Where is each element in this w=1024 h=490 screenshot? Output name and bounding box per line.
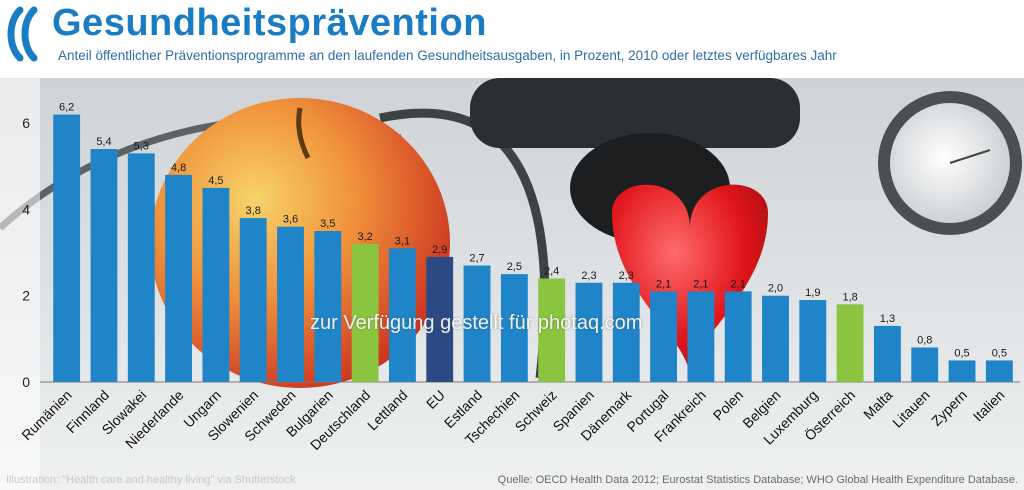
blood-pressure-cuff xyxy=(470,78,800,148)
bar-schweden xyxy=(277,226,304,382)
chart-title: Gesundheitsprävention xyxy=(52,2,487,44)
apple-stem xyxy=(296,107,311,160)
bar-lettland xyxy=(388,248,416,382)
value-labels: 6,2 5,4 5,3 4,8 4,5 3,8 3,6 3,5 3,2 3,1 2,9 2,7 2,5 2… xyxy=(59,102,1007,360)
bar-niederlande xyxy=(165,174,193,382)
value-label: 1,3 xyxy=(880,313,895,325)
bar-litauen xyxy=(911,347,939,382)
y-tick-label: 6 xyxy=(22,115,30,131)
value-label: 0,5 xyxy=(954,347,969,359)
value-label: 3,8 xyxy=(246,205,261,217)
value-label: 2,1 xyxy=(693,278,708,290)
value-label: 2,0 xyxy=(768,283,783,295)
bar-italien xyxy=(985,360,1013,382)
bar-spanien xyxy=(575,282,603,382)
chart-header: Gesundheitsprävention Anteil öffentliche… xyxy=(0,0,1024,78)
value-label: 5,3 xyxy=(134,140,149,152)
oecd-logo-icon xyxy=(7,6,38,62)
value-label: 3,2 xyxy=(357,231,372,243)
chart-subtitle: Anteil öffentlicher Präventionsprogramme… xyxy=(58,48,837,63)
value-label: 2,9 xyxy=(432,244,447,256)
bar-malta xyxy=(873,325,901,382)
bar-rumänien xyxy=(53,114,81,382)
bar-slowakei xyxy=(127,153,155,382)
value-label: 2,3 xyxy=(581,270,596,282)
value-label: 2,4 xyxy=(544,265,559,277)
y-tick-label: 0 xyxy=(22,374,30,390)
bar-finnland xyxy=(90,149,118,382)
value-label: 1,8 xyxy=(842,291,857,303)
y-tick-label: 4 xyxy=(22,201,30,217)
illustration-credit: Illustration: "Health care and healthy l… xyxy=(6,474,296,486)
value-label: 2,1 xyxy=(656,278,671,290)
source-note: Quelle: OECD Health Data 2012; Eurostat … xyxy=(497,474,1018,486)
value-label: 0,5 xyxy=(992,347,1007,359)
value-label: 2,5 xyxy=(507,261,522,273)
bar-portugal xyxy=(650,291,678,382)
value-label: 2,7 xyxy=(469,253,484,265)
value-label: 4,5 xyxy=(208,175,223,187)
bar-estland xyxy=(463,265,491,382)
bar-eu xyxy=(426,256,454,382)
bar-chart: 0 2 4 6 6,2 5,4 5,3 4,8 4,5 3,8 3,6 3,5 3,2 3,1 2,9 2,… xyxy=(0,78,1024,490)
bar-dänemark xyxy=(612,282,640,382)
value-label: 4,8 xyxy=(171,162,186,174)
y-axis-band xyxy=(0,78,40,490)
value-label: 5,4 xyxy=(96,136,111,148)
bar-tschechien xyxy=(500,274,528,382)
value-label: 3,1 xyxy=(395,235,410,247)
bar-deutschland xyxy=(351,243,379,382)
value-label: 3,5 xyxy=(320,218,335,230)
y-tick-label: 2 xyxy=(22,288,30,304)
bar-slowenien xyxy=(239,218,267,382)
bar-schweiz xyxy=(538,278,566,382)
gauge-needle xyxy=(949,149,991,164)
value-label: 2,1 xyxy=(731,278,746,290)
bar-zypern xyxy=(948,360,976,382)
bar-polen xyxy=(724,291,752,382)
value-label: 1,9 xyxy=(805,287,820,299)
value-label: 3,6 xyxy=(283,214,298,226)
bar-belgien xyxy=(762,295,789,382)
bar-frankreich xyxy=(687,291,715,382)
value-label: 6,2 xyxy=(59,102,74,114)
bar-österreich xyxy=(836,304,864,382)
bars xyxy=(53,114,1013,382)
watermark: zur Verfügung gestellt für photaq.com xyxy=(310,312,643,334)
value-label: 2,3 xyxy=(619,270,634,282)
bar-ungarn xyxy=(202,187,230,382)
heart xyxy=(612,184,768,378)
bar-luxemburg xyxy=(799,300,827,382)
value-label: 0,8 xyxy=(917,334,932,346)
bar-bulgarien xyxy=(314,231,342,382)
